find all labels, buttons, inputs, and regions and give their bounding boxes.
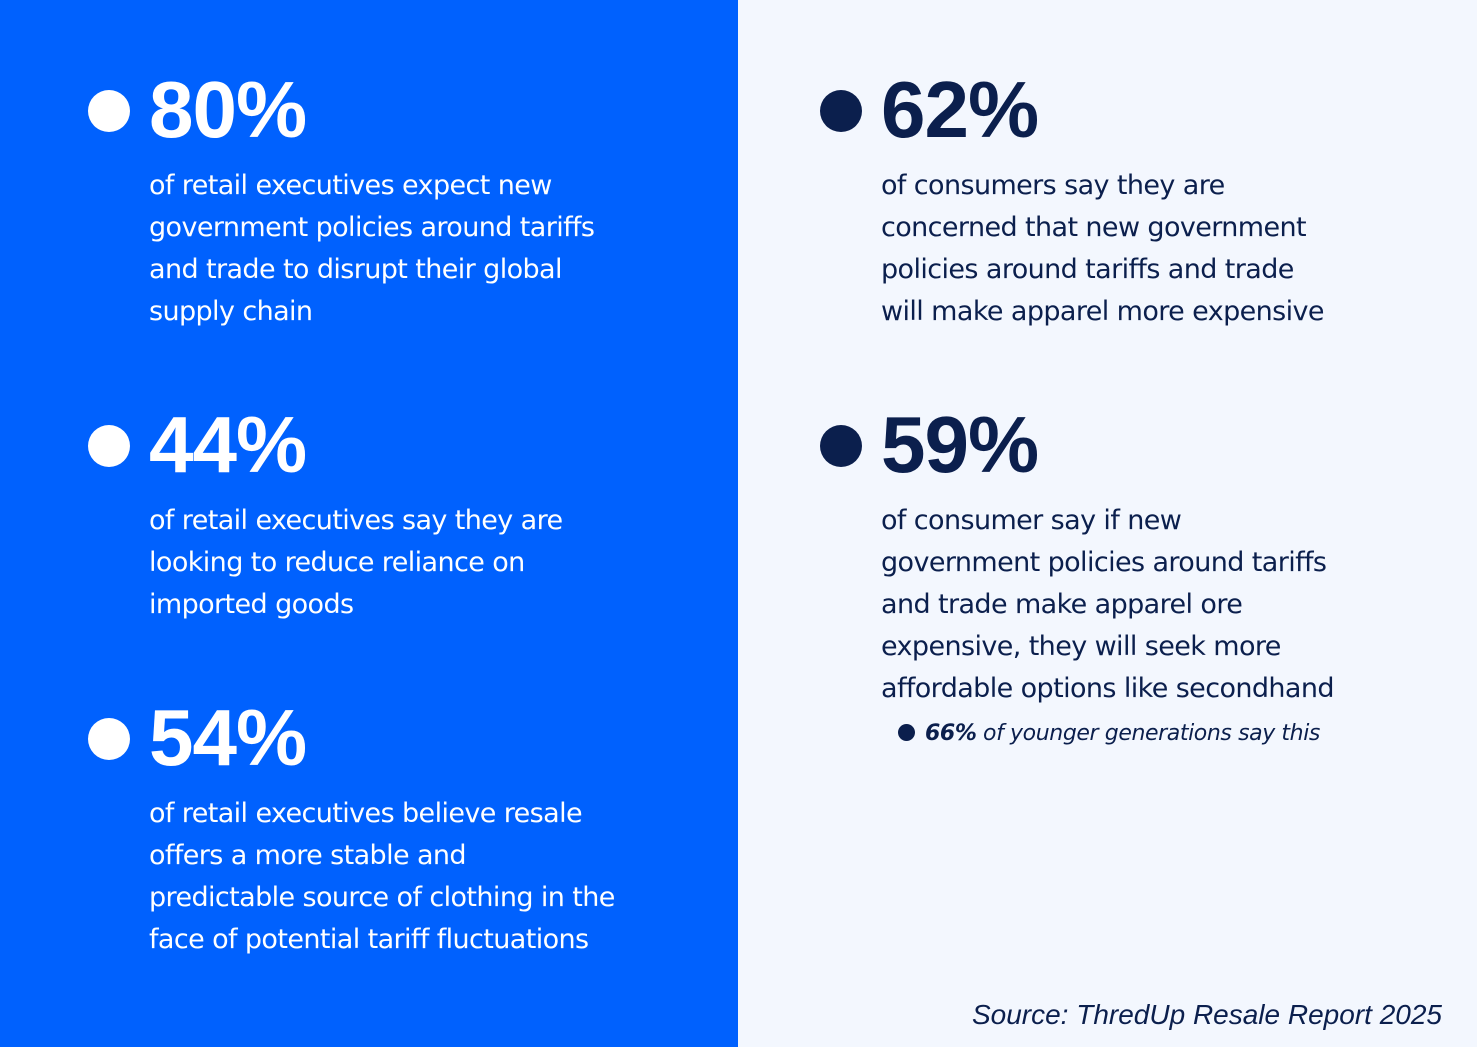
stat-value: 62% [881, 65, 1039, 154]
description-line: supply chain [149, 296, 313, 327]
description-line: government policies around tariffs [149, 212, 595, 243]
stat-value: 59% [881, 400, 1039, 489]
description-line: expensive, they will seek more [881, 631, 1281, 662]
stat-value: 54% [149, 693, 307, 782]
stat-consumers-apparel-expensive: 62% of consumers say they are concerned … [820, 70, 1440, 340]
left-panel [0, 0, 738, 1047]
bullet-dot-icon [820, 425, 862, 467]
stat-description: of retail executives say they are lookin… [149, 500, 563, 626]
stat-description: of consumers say they are concerned that… [881, 165, 1325, 333]
bullet-dot-icon [88, 425, 130, 467]
stat-value: 44% [149, 400, 307, 489]
stat-executives-supply-chain: 80% of retail executives expect new gove… [88, 70, 708, 340]
description-line: of retail executives believe resale [149, 798, 583, 829]
description-line: affordable options like secondhand [881, 673, 1335, 704]
stat-value: 80% [149, 65, 307, 154]
description-line: and trade to disrupt their global [149, 254, 563, 285]
description-line: government policies around tariffs [881, 547, 1327, 578]
description-line: offers a more stable and [149, 840, 467, 871]
description-line: of consumer say if new [881, 505, 1182, 536]
description-line: imported goods [149, 589, 354, 620]
right-panel [738, 0, 1477, 1047]
description-line: of retail executives expect new [149, 170, 552, 201]
description-line: and trade make apparel ore [881, 589, 1243, 620]
sub-bullet-value: 66% [925, 721, 977, 746]
stat-description: of retail executives believe resale offe… [149, 793, 615, 961]
description-line: of retail executives say they are [149, 505, 563, 536]
bullet-dot-icon [820, 90, 862, 132]
sub-bullet-dot-icon [898, 723, 915, 741]
stat-consumers-seek-secondhand: 59% of consumer say if new government po… [820, 405, 1450, 715]
sub-bullet-younger-generations: 66% of younger generations say this [898, 719, 1320, 749]
description-line: predictable source of clothing in the [149, 882, 615, 913]
source-citation: Source: ThredUp Resale Report 2025 [971, 999, 1442, 1030]
stat-description: of retail executives expect new governme… [149, 165, 595, 333]
stat-executives-reduce-imports: 44% of retail executives say they are lo… [88, 405, 708, 635]
stat-description: of consumer say if new government polici… [881, 500, 1335, 710]
description-line: looking to reduce reliance on [149, 547, 525, 578]
description-line: will make apparel more expensive [881, 296, 1325, 327]
description-line: of consumers say they are [881, 170, 1225, 201]
description-line: face of potential tariff fluctuations [149, 924, 589, 955]
sub-bullet-text: of younger generations say this [976, 721, 1320, 746]
bullet-dot-icon [88, 718, 130, 760]
bullet-dot-icon [88, 90, 130, 132]
stat-executives-resale-stable: 54% of retail executives believe resale … [88, 698, 708, 968]
description-line: concerned that new government [881, 212, 1307, 243]
description-line: policies around tariffs and trade [881, 254, 1294, 285]
